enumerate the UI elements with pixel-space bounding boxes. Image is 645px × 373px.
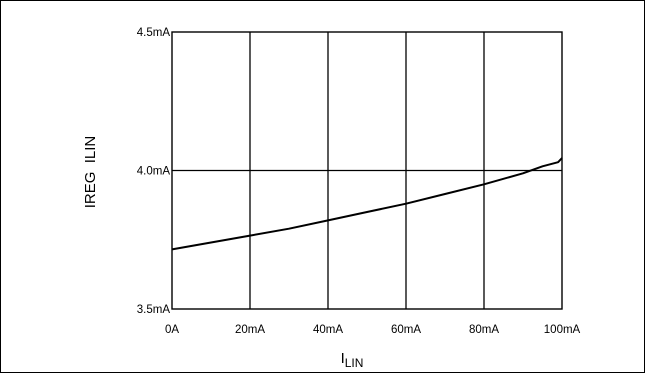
series-line-0 <box>171 157 563 251</box>
series-layer <box>171 157 563 251</box>
y-tick-label: 4.0mA <box>137 166 171 178</box>
y-tick-labels: 3.5mA 4.0mA 4.5mA <box>137 27 171 316</box>
x-axis-label-main: I <box>341 350 345 367</box>
x-tick-label: 20mA <box>235 324 265 336</box>
x-axis-label-subscript: LIN <box>345 356 364 370</box>
y-tick-label: 4.5mA <box>137 27 171 39</box>
x-tick-label: 80mA <box>469 324 499 336</box>
y-axis-label: IREG ILIN <box>82 136 99 209</box>
grid-layer <box>172 32 562 309</box>
x-tick-label: 40mA <box>313 324 343 336</box>
plot-area-border <box>171 31 563 310</box>
x-tick-label: 100mA <box>544 324 581 336</box>
x-tick-label: 60mA <box>391 324 421 336</box>
x-axis-label: ILIN <box>341 350 364 370</box>
y-tick-label: 3.5mA <box>137 304 171 316</box>
x-tick-label: 0A <box>165 324 179 336</box>
x-tick-labels: 0A 20mA 40mA 60mA 80mA 100mA <box>165 324 581 336</box>
